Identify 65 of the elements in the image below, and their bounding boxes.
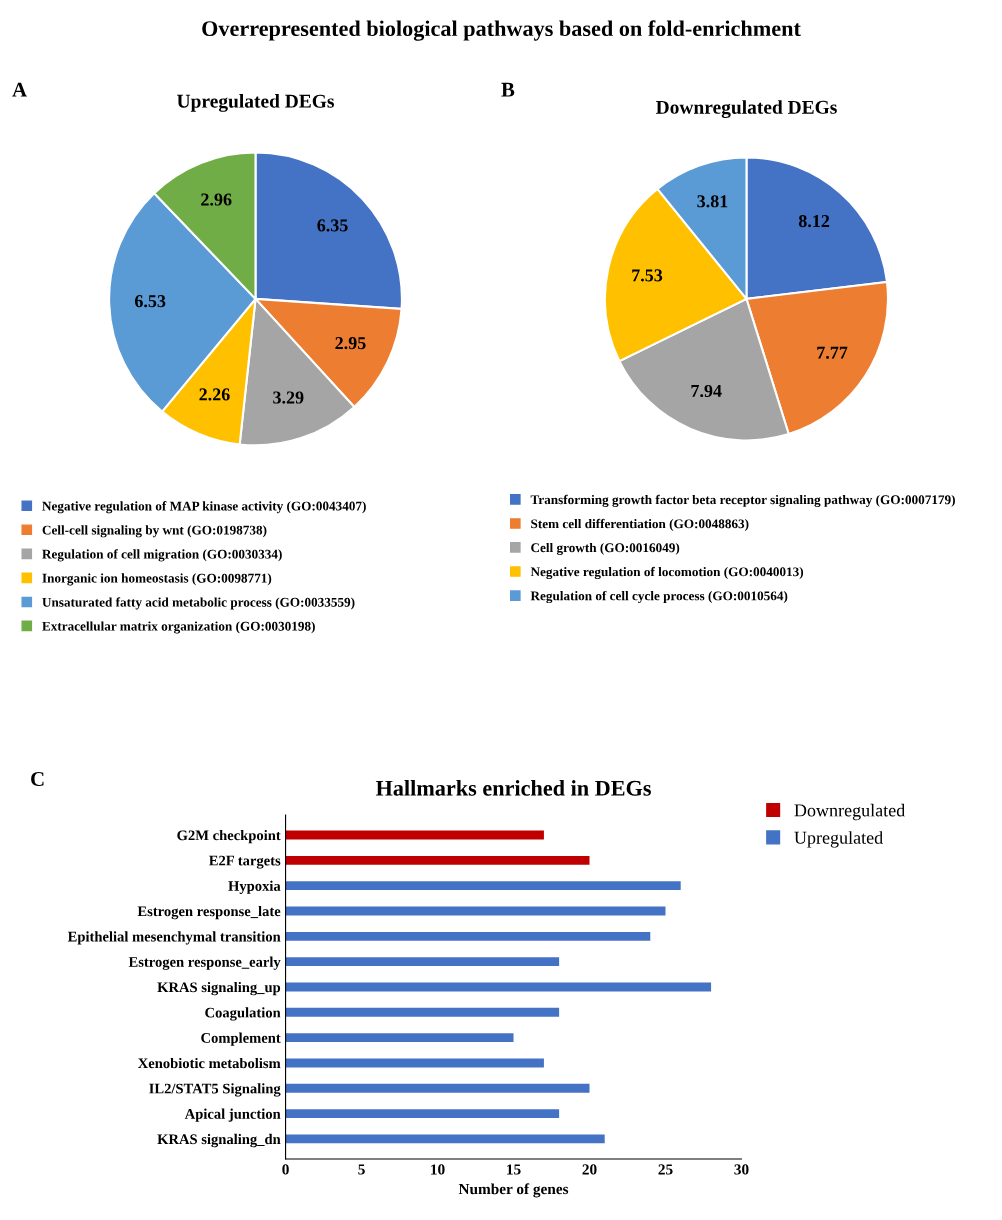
- data-label: 2.95: [335, 337, 366, 350]
- bar: [285, 1109, 560, 1119]
- legend-label: Negative regulation of locomotion (GO:0040013): [530, 566, 804, 580]
- data-label: 2.96: [201, 193, 232, 206]
- text: C: [31, 772, 44, 787]
- y-tick-label: KRAS signaling_up: [157, 981, 281, 996]
- legend-label: Transforming growth factor beta receptor signaling pathway (GO:0007179): [530, 494, 955, 507]
- bar: [285, 1134, 605, 1144]
- data-label: 7.77: [817, 346, 848, 359]
- bar: [285, 881, 681, 891]
- y-tick-label: Xenobiotic metabolism: [138, 1057, 281, 1069]
- bar: [285, 1007, 560, 1017]
- y-tick-label: Estrogen response_late: [137, 905, 281, 920]
- x-axis-title: Number of genes: [458, 1183, 569, 1198]
- legend-label: Extracellular matrix organization (GO:0030198): [42, 621, 315, 634]
- x-tick-label: 20: [582, 1164, 597, 1175]
- legend-label: Stem cell differentiation (GO:0048863): [531, 518, 749, 531]
- bar: [285, 1033, 514, 1043]
- chart-title: Hallmarks enriched in DEGs: [375, 780, 651, 796]
- x-tick-label: 15: [507, 1164, 521, 1175]
- bar: [285, 1083, 590, 1093]
- y-tick-label: G2M checkpoint: [177, 829, 281, 844]
- data-label: 8.12: [798, 214, 830, 228]
- x-tick-label: 30: [734, 1164, 749, 1175]
- x-tick-label: 0: [282, 1164, 289, 1175]
- bar: [285, 931, 651, 941]
- legend-label: Downregulated: [794, 803, 906, 821]
- x-tick-label: 25: [658, 1164, 673, 1175]
- text: A: [12, 82, 27, 97]
- y-tick-label: Apical junction: [184, 1108, 281, 1122]
- x-tick-label: 5: [358, 1164, 365, 1175]
- bar: [285, 906, 666, 916]
- y-tick-label: Hypoxia: [228, 880, 281, 894]
- legend-label: Inorganic ion homeostasis (GO:0098771): [42, 573, 272, 586]
- legend-label: Cell growth (GO:0016049): [531, 542, 680, 555]
- data-label: 2.26: [199, 388, 230, 401]
- x-tick-label: 10: [431, 1164, 445, 1175]
- data-label: 3.29: [273, 391, 304, 404]
- y-tick-label: KRAS signaling_dn: [157, 1133, 281, 1148]
- y-tick-label: Estrogen response_early: [128, 956, 281, 970]
- data-label: 7.94: [691, 384, 722, 398]
- legend-label: Cell-cell signaling by wnt (GO:0198738): [42, 525, 267, 538]
- y-tick-label: Coagulation: [205, 1007, 281, 1021]
- data-label: 3.81: [697, 195, 728, 208]
- text: Overrepresented biological pathways based on fold-enrichment: [202, 20, 801, 41]
- y-tick-label: Epithelial mesenchymal transition: [67, 931, 281, 945]
- data-label: 7.53: [632, 269, 663, 282]
- bar: [285, 957, 560, 967]
- y-tick-label: E2F targets: [209, 855, 281, 869]
- legend-label: Regulation of cell cycle process (GO:0010564): [530, 590, 788, 604]
- legend-label: Upregulated: [794, 831, 883, 848]
- data-label: 6.53: [134, 295, 166, 308]
- bar: [285, 830, 544, 840]
- bar: [285, 1058, 544, 1068]
- bar: [285, 855, 590, 865]
- y-tick-label: Complement: [201, 1032, 281, 1046]
- legend-label: Regulation of cell migration (GO:0030334): [42, 549, 282, 562]
- bar: [285, 982, 712, 992]
- y-tick-label: IL2/STAT5 Signaling: [149, 1083, 281, 1097]
- chart-title: Downregulated DEGs: [655, 100, 837, 118]
- legend-label: Unsaturated fatty acid metabolic process (GO:0033559): [42, 597, 355, 610]
- legend-label: Negative regulation of MAP kinase activity (GO:0043407): [42, 501, 366, 514]
- chart-title: Upregulated DEGs: [177, 94, 334, 112]
- data-label: 6.35: [317, 219, 348, 232]
- text: B: [501, 82, 515, 97]
